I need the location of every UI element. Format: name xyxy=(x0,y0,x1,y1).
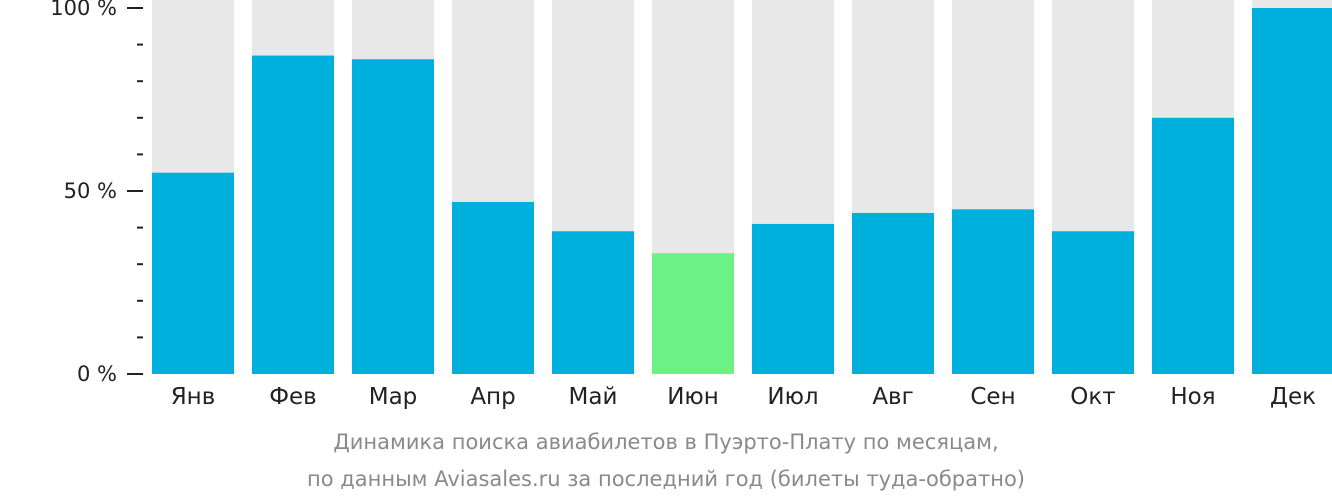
x-tick-label: Май xyxy=(569,384,618,410)
x-tick-label: Дек xyxy=(1270,384,1316,410)
bar xyxy=(852,212,934,374)
y-axis: 100 % 50 % 0 % xyxy=(50,0,143,386)
x-tick-label: Авг xyxy=(872,384,913,410)
bar xyxy=(552,231,634,374)
x-tick-label: Окт xyxy=(1070,384,1115,410)
bar xyxy=(352,59,434,375)
x-tick-label: Сен xyxy=(970,384,1015,410)
bar xyxy=(1052,231,1134,374)
x-axis: Янв Фев Мар Апр Май Июн Июл Авг Сен Окт Ноя Дек xyxy=(171,384,1316,410)
bars xyxy=(152,8,1332,375)
x-tick-label: Ноя xyxy=(1170,384,1215,410)
bar xyxy=(752,223,834,374)
x-tick-label: Фев xyxy=(269,384,317,410)
bar xyxy=(252,55,334,375)
bar xyxy=(152,172,234,374)
x-tick-label: Янв xyxy=(171,384,216,410)
bar-chart: 100 % 50 % 0 % Янв Фев Мар Апр Май Июн Июл Авг Сен… xyxy=(50,0,1332,410)
x-tick-label: Мар xyxy=(369,384,418,410)
x-tick-label: Апр xyxy=(470,384,515,410)
y-tick-label: 100 % xyxy=(50,0,117,20)
x-tick-label: Июл xyxy=(767,384,818,410)
y-tick-label: 50 % xyxy=(64,179,117,203)
bar xyxy=(1252,8,1332,374)
y-tick-label: 0 % xyxy=(77,362,117,386)
chart-caption-line-2: по данным Aviasales.ru за последний год … xyxy=(307,467,1025,491)
bar xyxy=(452,201,534,374)
bar xyxy=(652,253,734,374)
bar xyxy=(952,209,1034,374)
bar xyxy=(1152,117,1234,375)
chart-caption-line-1: Динамика поиска авиабилетов в Пуэрто-Пла… xyxy=(333,430,999,454)
x-tick-label: Июн xyxy=(667,384,719,410)
